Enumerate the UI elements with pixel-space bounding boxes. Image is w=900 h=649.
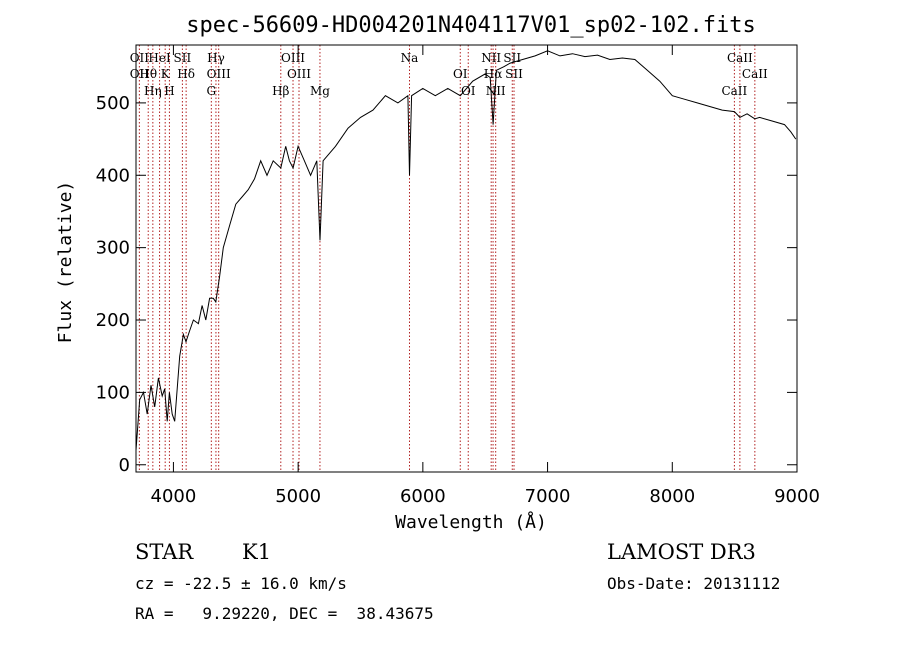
spectrum-series-line	[135, 50, 797, 451]
line-label: OIII	[287, 67, 311, 81]
line-label: K	[161, 67, 171, 81]
line-label: Hα	[484, 67, 503, 81]
x-tick-label: 4000	[151, 486, 197, 507]
line-label: Hγ	[207, 51, 225, 65]
line-label: SII	[174, 51, 192, 65]
line-label: Mg	[310, 84, 330, 98]
chart-title: spec-56609-HD004201N404117V01_sp02-102.f…	[186, 13, 756, 38]
line-label: HeI	[148, 51, 171, 65]
line-label: Hβ	[272, 84, 289, 98]
line-label: H	[164, 84, 174, 98]
line-label: SII	[505, 67, 523, 81]
x-tick-label: 7000	[525, 486, 571, 507]
x-tick-label: 8000	[649, 486, 695, 507]
x-tick-label: 5000	[275, 486, 321, 507]
line-label: OII	[130, 67, 150, 81]
y-tick-label: 100	[96, 382, 130, 403]
y-tick-label: 200	[96, 310, 130, 331]
line-label-layer: OIIOIIHθHηHeIKHSIIHδGHγOIIIHβOIIIOIIIMgN…	[130, 51, 768, 98]
object-class: STAR	[135, 540, 194, 564]
y-tick-label: 300	[96, 238, 130, 259]
line-label: CaII	[721, 84, 747, 98]
line-label: OIII	[281, 51, 305, 65]
y-tick-label: 0	[119, 455, 130, 476]
x-tick-label: 9000	[774, 486, 820, 507]
line-label: OI	[453, 67, 468, 81]
y-tick-label: 400	[96, 165, 130, 186]
line-label: CaII	[742, 67, 768, 81]
y-axis-label: Flux (relative)	[55, 181, 76, 344]
line-label: Hθ	[139, 67, 157, 81]
line-label: Hδ	[177, 67, 195, 81]
line-label: OII	[130, 51, 150, 65]
line-label: G	[207, 84, 217, 98]
line-label: Hη	[144, 84, 162, 98]
redshift-readout: cz = -22.5 ± 16.0 km/s	[135, 574, 347, 593]
survey-name: LAMOST DR3	[607, 540, 756, 564]
x-axis-label: Wavelength (Å)	[395, 511, 547, 533]
y-axis-ticks: 0 100 200 300 400 500	[96, 93, 797, 476]
line-label: CaII	[727, 51, 753, 65]
x-tick-label: 6000	[400, 486, 446, 507]
line-label: NII	[481, 51, 501, 65]
y-tick-label: 500	[96, 93, 130, 114]
object-subclass: K1	[242, 540, 272, 564]
line-label: Na	[401, 51, 419, 65]
coordinates-readout: RA = 9.29220, DEC = 38.43675	[135, 604, 434, 623]
observation-date: Obs-Date: 20131112	[607, 574, 781, 593]
line-label: OIII	[207, 67, 231, 81]
plot-frame	[135, 44, 798, 473]
line-label: OI	[461, 84, 476, 98]
x-axis-ticks: 4000 5000 6000 7000 8000 9000	[151, 45, 820, 507]
line-marker-layer	[138, 45, 756, 472]
